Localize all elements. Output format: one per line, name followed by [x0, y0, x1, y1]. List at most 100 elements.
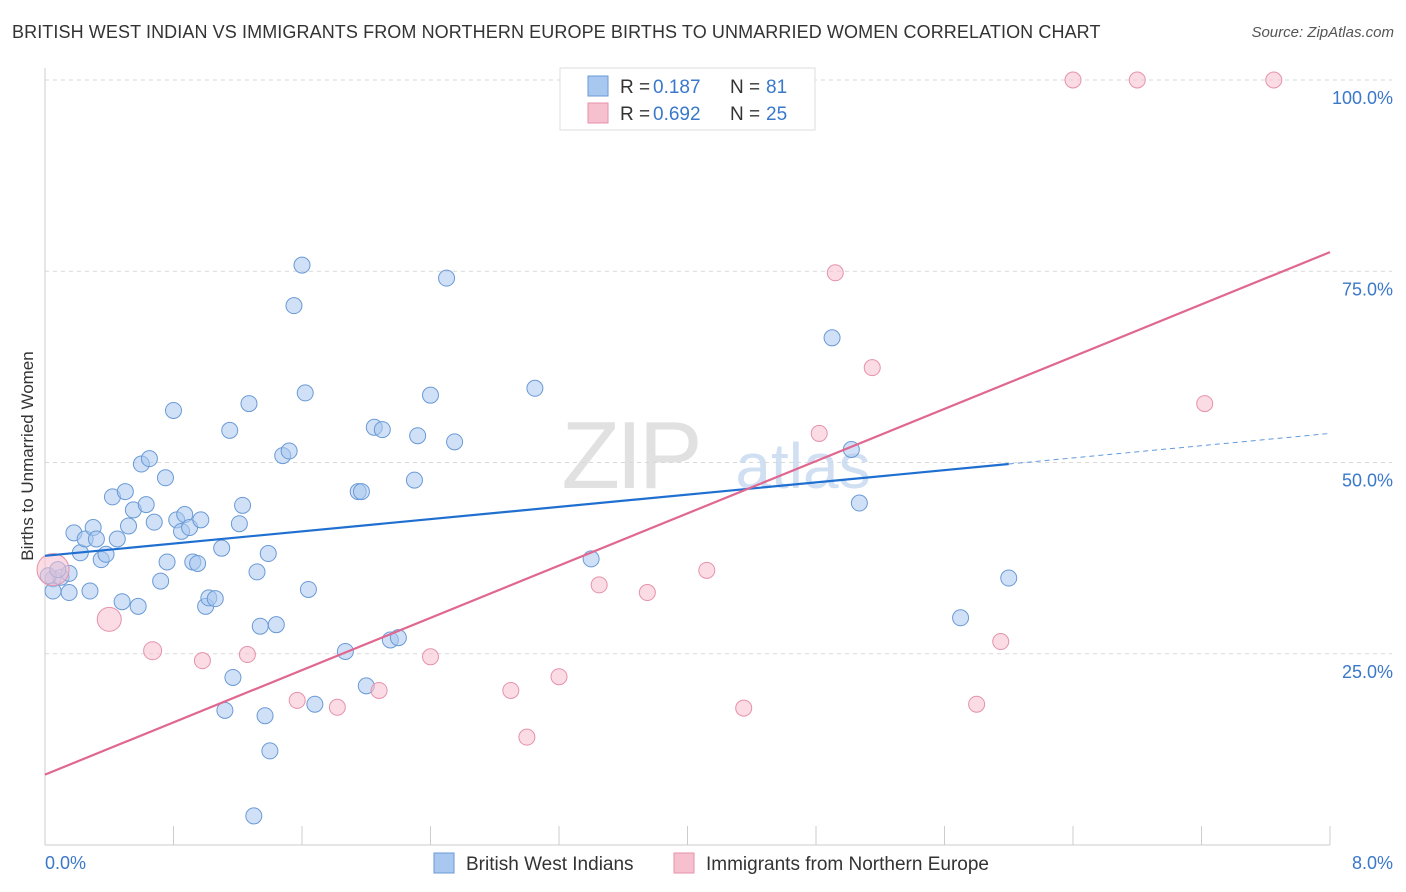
blue-point	[285, 297, 303, 315]
blue-point	[137, 496, 155, 514]
pink-point	[328, 698, 346, 716]
y-axis-label: Births to Unmarried Women	[18, 351, 37, 560]
legend-bottom-label-blue: British West Indians	[466, 854, 634, 875]
pink-trend-line	[44, 251, 1331, 776]
pink-point	[590, 576, 608, 594]
blue-point	[438, 269, 456, 287]
blue-point	[526, 379, 544, 397]
blue-point	[251, 617, 269, 635]
blue-point	[221, 421, 239, 439]
y-tick-label: 75.0%	[1342, 279, 1393, 299]
legend-r-value: 0.187	[653, 77, 701, 98]
trend-lines	[44, 251, 1331, 776]
gridlines	[45, 79, 1392, 655]
blue-point	[373, 421, 391, 439]
pink-point	[1196, 395, 1214, 413]
blue-point	[206, 590, 224, 608]
blue-point	[850, 494, 868, 512]
blue-point	[1000, 569, 1018, 587]
blue-point	[280, 442, 298, 460]
pink-point	[992, 633, 1010, 651]
source-label: Source: ZipAtlas.com	[1251, 24, 1394, 41]
blue-point	[248, 563, 266, 581]
pink-point	[968, 695, 986, 713]
legend-n-value: 25	[766, 104, 787, 125]
blue-point	[145, 513, 163, 531]
pink-point	[826, 264, 844, 282]
y-tick-label: 25.0%	[1342, 662, 1393, 682]
blue-point	[113, 593, 131, 611]
blue-point	[299, 580, 317, 598]
blue-point	[192, 511, 210, 529]
blue-point	[240, 395, 258, 413]
blue-point	[296, 384, 314, 402]
blue-point	[234, 496, 252, 514]
blue-point	[952, 609, 970, 627]
data-points	[36, 71, 1283, 825]
pink-point	[638, 584, 656, 602]
blue-point	[245, 807, 263, 825]
blue-point	[129, 597, 147, 615]
legend-n-label: N =	[730, 104, 760, 125]
blue-point	[120, 517, 138, 535]
pink-point	[238, 646, 256, 664]
legend-r-label: R =	[620, 77, 650, 98]
blue-point	[261, 742, 279, 760]
blue-point	[116, 483, 134, 501]
blue-point	[823, 329, 841, 347]
pink-point	[735, 699, 753, 717]
pink-point	[1265, 71, 1283, 89]
x-tick-label: 0.0%	[45, 853, 86, 873]
blue-point	[293, 256, 311, 274]
blue-point	[267, 616, 285, 634]
blue-point	[422, 386, 439, 404]
pink-point	[1064, 71, 1082, 89]
blue-point	[213, 539, 231, 557]
pink-point	[193, 652, 211, 670]
y-tick-label: 100.0%	[1332, 88, 1393, 108]
blue-point	[81, 582, 99, 600]
pink-point	[288, 691, 306, 709]
blue-point	[87, 530, 105, 548]
legend-r-label: R =	[620, 104, 650, 125]
y-tick-label: 50.0%	[1342, 471, 1393, 491]
pink-point	[36, 553, 70, 587]
blue-point	[189, 554, 207, 572]
blue-point	[409, 427, 427, 445]
blue-point	[446, 433, 464, 451]
pink-point	[502, 681, 520, 699]
blue-point	[158, 553, 176, 571]
blue-point	[224, 668, 242, 686]
blue-point	[140, 450, 158, 468]
blue-point	[405, 471, 423, 489]
legend-bottom-swatch-pink	[673, 852, 695, 874]
pink-point	[370, 681, 388, 699]
blue-point	[156, 469, 174, 487]
pink-point	[518, 728, 536, 746]
pink-point	[1128, 71, 1146, 89]
legend-n-label: N =	[730, 77, 760, 98]
pink-point	[422, 648, 439, 666]
blue-point	[352, 483, 370, 501]
pink-point	[810, 424, 828, 442]
blue-point	[230, 515, 248, 533]
tick-labels: 25.0% 50.0% 75.0% 100.0% 0.0% 8.0%	[45, 88, 1393, 873]
blue-point	[60, 584, 78, 602]
blue-point	[152, 572, 170, 590]
legend-bottom-swatch-blue	[433, 852, 455, 874]
blue-point	[108, 530, 126, 548]
legend-swatch-blue	[587, 75, 609, 97]
blue-point	[306, 695, 324, 713]
legend-bottom-label-pink: Immigrants from Northern Europe	[706, 854, 989, 875]
pink-point	[143, 641, 163, 661]
legend-swatch-pink	[587, 102, 609, 124]
pink-point	[96, 606, 122, 632]
blue-point	[165, 401, 182, 419]
legend-bottom: British West Indians Immigrants from Nort…	[433, 852, 989, 875]
legend-top: R = 0.187 N = 81 R = 0.692 N = 25	[559, 67, 816, 131]
chart-title: BRITISH WEST INDIAN VS IMMIGRANTS FROM N…	[12, 22, 1101, 42]
legend-n-value: 81	[766, 77, 787, 98]
blue-trend-line	[44, 462, 1009, 557]
